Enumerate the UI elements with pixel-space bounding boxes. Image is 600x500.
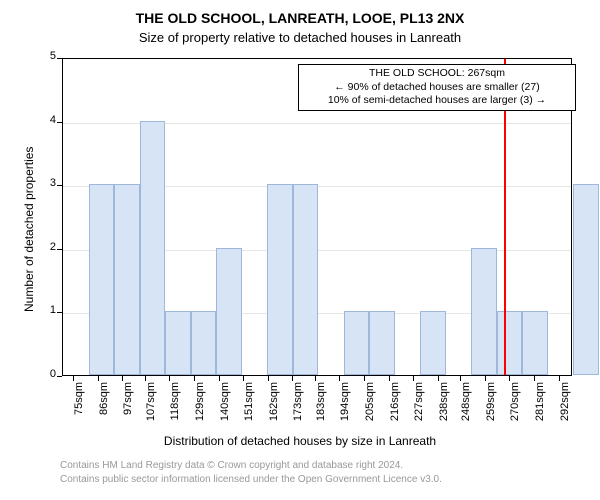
y-tick-mark [57,312,62,313]
x-tick-label: 227sqm [413,382,425,432]
chart-title: THE OLD SCHOOL, LANREATH, LOOE, PL13 2NX [0,10,600,26]
y-tick-mark [57,122,62,123]
histogram-bar [293,184,319,375]
histogram-bar [165,311,191,375]
x-tick-mark [339,376,340,381]
y-tick-label: 4 [40,114,56,126]
x-tick-mark [460,376,461,381]
x-tick-label: 183sqm [315,382,327,432]
histogram-bar [573,184,599,375]
histogram-bar [114,184,140,375]
x-axis-label: Distribution of detached houses by size … [0,434,600,448]
x-tick-mark [268,376,269,381]
x-tick-mark [389,376,390,381]
attribution-line: Contains HM Land Registry data © Crown c… [60,460,580,471]
histogram-bar [89,184,115,375]
x-tick-label: 129sqm [194,382,206,432]
x-tick-mark [194,376,195,381]
x-tick-mark [559,376,560,381]
x-tick-label: 292sqm [559,382,571,432]
x-tick-mark [509,376,510,381]
y-tick-mark [57,185,62,186]
x-tick-mark [169,376,170,381]
histogram-bar [420,311,446,375]
x-tick-label: 216sqm [389,382,401,432]
x-tick-label: 173sqm [292,382,304,432]
x-tick-mark [73,376,74,381]
x-tick-mark [315,376,316,381]
histogram-bar [522,311,548,375]
y-tick-label: 2 [40,241,56,253]
x-tick-mark [485,376,486,381]
y-axis-label: Number of detached properties [22,147,36,312]
histogram-bar [191,311,217,375]
y-tick-label: 1 [40,304,56,316]
y-tick-label: 0 [40,368,56,380]
x-tick-label: 118sqm [169,382,181,432]
y-tick-mark [57,249,62,250]
histogram-bar [216,248,242,375]
x-tick-mark [145,376,146,381]
histogram-bar [369,311,395,375]
attribution-line: Contains public sector information licen… [60,474,580,485]
x-tick-mark [292,376,293,381]
x-tick-label: 259sqm [485,382,497,432]
x-tick-mark [98,376,99,381]
x-tick-label: 248sqm [460,382,472,432]
y-tick-label: 5 [40,50,56,62]
x-tick-label: 270sqm [509,382,521,432]
x-tick-label: 162sqm [268,382,280,432]
annotation-line: 10% of semi-detached houses are larger (… [303,94,571,108]
histogram-bar [140,121,166,375]
x-tick-mark [219,376,220,381]
x-tick-label: 140sqm [219,382,231,432]
histogram-bar [471,248,497,375]
annotation-line: ← 90% of detached houses are smaller (27… [303,81,571,95]
x-tick-label: 75sqm [73,382,85,432]
x-tick-label: 107sqm [145,382,157,432]
x-tick-label: 205sqm [364,382,376,432]
x-tick-mark [438,376,439,381]
marker-annotation: THE OLD SCHOOL: 267sqm← 90% of detached … [298,64,576,111]
histogram-bar [497,311,523,375]
x-tick-label: 281sqm [534,382,546,432]
x-tick-label: 194sqm [339,382,351,432]
x-tick-label: 151sqm [243,382,255,432]
chart-subtitle: Size of property relative to detached ho… [0,30,600,45]
x-tick-mark [413,376,414,381]
y-tick-label: 3 [40,177,56,189]
y-tick-mark [57,58,62,59]
x-tick-mark [243,376,244,381]
x-tick-label: 238sqm [438,382,450,432]
x-tick-mark [364,376,365,381]
x-tick-label: 97sqm [122,382,134,432]
y-tick-mark [57,376,62,377]
x-tick-mark [122,376,123,381]
x-tick-label: 86sqm [98,382,110,432]
x-tick-mark [534,376,535,381]
annotation-line: THE OLD SCHOOL: 267sqm [303,67,571,81]
histogram-bar [267,184,293,375]
histogram-bar [344,311,370,375]
